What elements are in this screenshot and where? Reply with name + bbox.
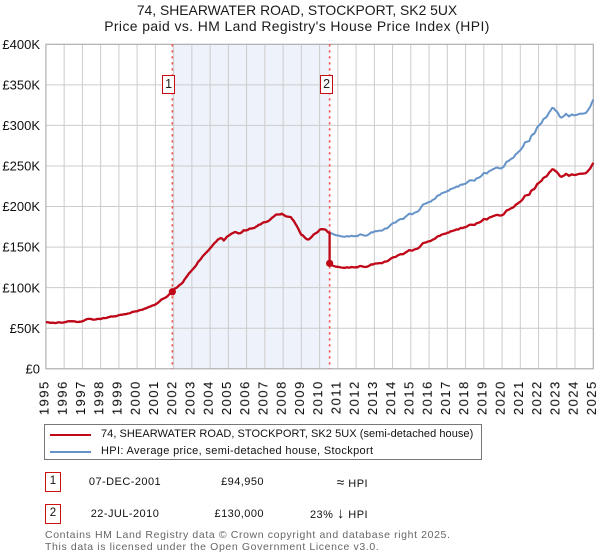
svg-text:1995: 1995 [37,380,52,415]
svg-text:2004: 2004 [201,380,216,415]
svg-text:2005: 2005 [219,380,234,415]
svg-text:2006: 2006 [237,380,252,415]
svg-text:2018: 2018 [456,380,471,415]
svg-text:2025: 2025 [584,380,599,415]
svg-text:£0: £0 [26,361,40,376]
svg-text:2003: 2003 [182,380,197,415]
svg-text:1996: 1996 [55,380,70,415]
svg-text:£350K: £350K [2,77,40,92]
svg-text:2024: 2024 [566,380,581,415]
svg-text:2021: 2021 [511,380,526,415]
svg-text:2015: 2015 [401,380,416,415]
svg-text:2010: 2010 [310,380,325,415]
svg-text:2011: 2011 [328,380,343,414]
svg-text:2016: 2016 [420,380,435,415]
svg-text:2002: 2002 [164,380,179,415]
svg-text:£50K: £50K [10,321,41,336]
svg-text:2020: 2020 [493,380,508,415]
svg-text:2013: 2013 [365,380,380,415]
svg-text:£150K: £150K [2,240,40,255]
svg-text:2009: 2009 [292,380,307,415]
svg-text:£100K: £100K [2,280,40,295]
svg-text:2022: 2022 [529,380,544,415]
svg-text:£200K: £200K [2,199,40,214]
svg-text:2008: 2008 [274,380,289,415]
svg-text:2014: 2014 [383,380,398,415]
svg-text:2012: 2012 [347,380,362,415]
svg-text:1998: 1998 [91,380,106,415]
svg-text:1999: 1999 [109,380,124,415]
svg-text:1997: 1997 [73,380,88,415]
svg-text:£300K: £300K [2,118,40,133]
svg-text:£400K: £400K [2,37,40,52]
svg-text:2017: 2017 [438,380,453,415]
svg-text:2001: 2001 [146,380,161,415]
svg-text:£250K: £250K [2,159,40,174]
svg-text:2007: 2007 [255,380,270,415]
svg-text:2023: 2023 [547,380,562,415]
svg-text:2000: 2000 [128,380,143,415]
svg-text:2019: 2019 [474,380,489,415]
